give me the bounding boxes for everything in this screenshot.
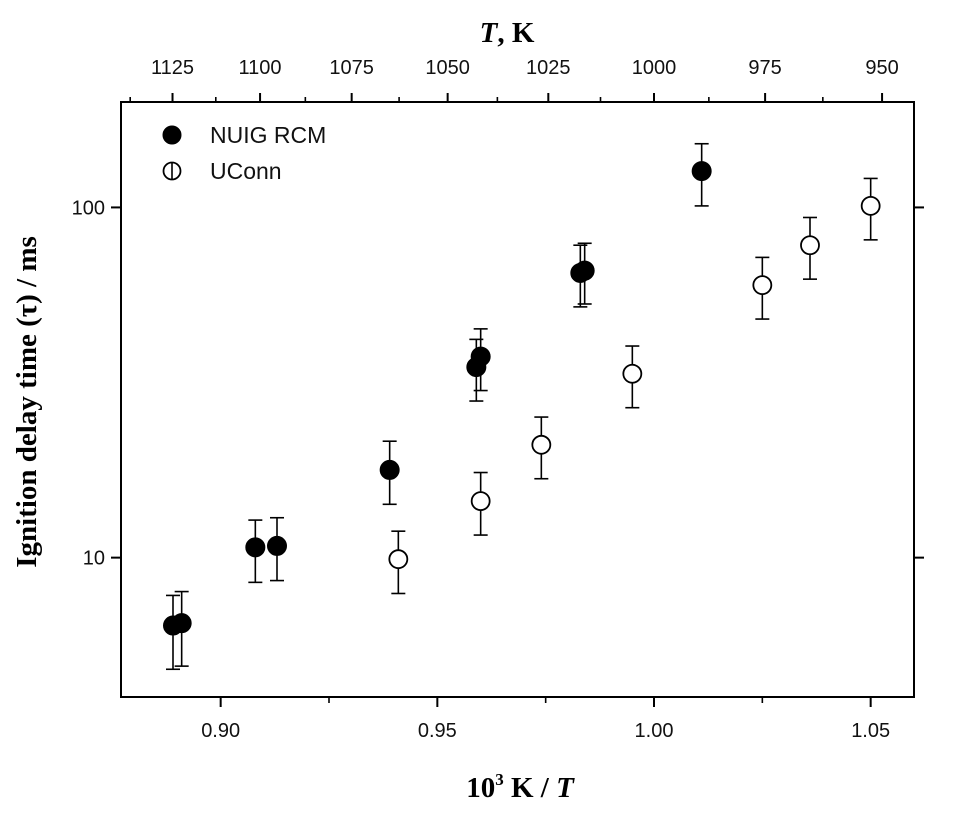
data-series <box>163 142 881 671</box>
top-tick-label: 975 <box>748 57 781 79</box>
y-tick-label: 100 <box>72 197 105 219</box>
nuig-rcm-point <box>691 161 712 182</box>
x-axis-title-var: T <box>556 772 575 804</box>
x-axis-title-base: 10 <box>466 772 495 804</box>
legend-label: NUIG RCM <box>210 122 326 148</box>
top-tick-label: 1025 <box>526 57 571 79</box>
plot-area <box>120 101 915 698</box>
legend-marker <box>162 125 182 145</box>
uconn-point <box>531 434 552 455</box>
uconn-point <box>800 235 820 256</box>
axes: 0.90 0.95 1.00 1.05 1125 1100 1075 1050 1025 1000… <box>72 57 924 742</box>
uconn-point <box>860 196 881 216</box>
top-tick-label: 1075 <box>329 57 374 79</box>
uconn-point <box>388 549 409 570</box>
uconn-point <box>752 275 773 296</box>
top-tick-label: 950 <box>865 57 898 79</box>
nuig-rcm-point <box>574 260 595 281</box>
top-tick-label: 1000 <box>632 57 677 79</box>
x-axis-title-mid: K / <box>504 772 556 804</box>
x-axis-title: 103 K / T <box>466 770 575 804</box>
top-axis-title: T, K <box>480 17 535 49</box>
plot-frame <box>120 101 915 698</box>
nuig-rcm-point <box>267 535 287 556</box>
top-axis-title-var: T <box>480 17 499 49</box>
x-tick-label: 1.00 <box>635 720 674 742</box>
nuig-rcm-point <box>171 613 192 634</box>
uconn-point <box>622 363 643 384</box>
x-tick-label: 0.90 <box>201 720 240 742</box>
legend-label: UConn <box>210 158 282 184</box>
x-axis-title-sup: 3 <box>495 770 504 789</box>
top-tick-label: 1050 <box>425 57 470 79</box>
nuig-rcm-point <box>470 346 491 367</box>
nuig-rcm-point <box>245 537 266 558</box>
x-tick-label: 1.05 <box>851 720 890 742</box>
y-tick-label: 10 <box>83 548 105 570</box>
top-tick-label: 1125 <box>151 57 194 79</box>
x-tick-label: 0.95 <box>418 720 457 742</box>
legend: NUIG RCM UConn <box>162 122 326 184</box>
y-axis-title: Ignition delay time (τ) / ms <box>11 236 43 568</box>
top-axis-title-rest: , K <box>497 17 535 49</box>
uconn-point <box>470 491 491 512</box>
top-tick-label: 1100 <box>239 57 282 79</box>
nuig-rcm-point <box>379 459 400 480</box>
